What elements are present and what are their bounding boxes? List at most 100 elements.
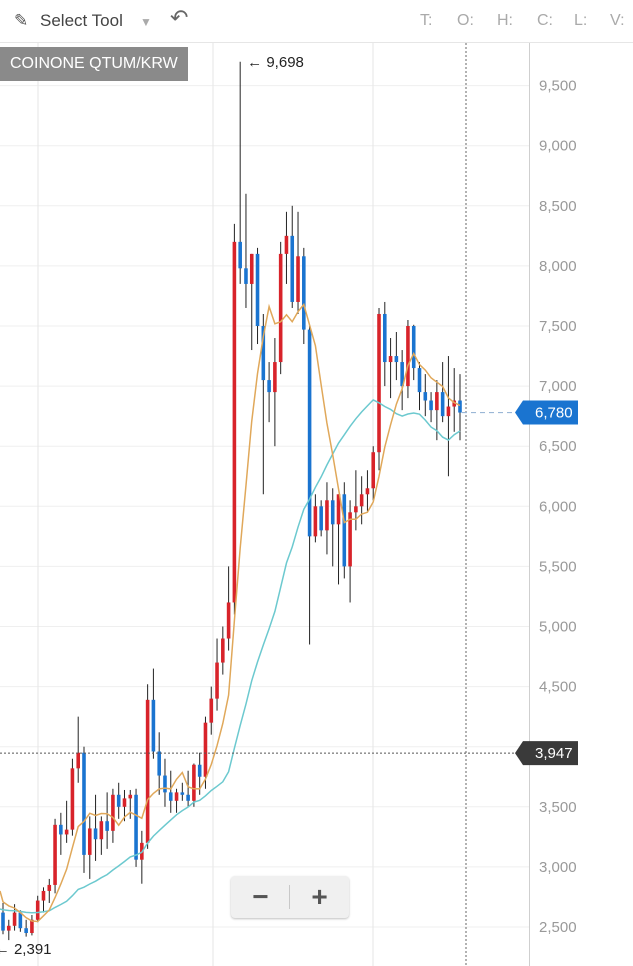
candle-body [128,794,133,799]
candle-body [122,798,127,807]
candle-body [342,494,347,567]
candle-body [249,253,254,284]
candle-down [394,332,399,381]
chevron-down-icon[interactable]: ▼ [140,15,152,29]
candle-body [157,751,161,776]
y-tick-label: 7,000 [539,378,577,395]
candle-up [53,818,57,894]
candle-down [134,788,138,867]
ohlc-close-label: C: [537,12,553,29]
candle-down [105,792,109,849]
last-price-badge [515,400,578,425]
candle-down [244,193,248,308]
toolbar: ✎ Select Tool ▼ ↶ T: O: H: C: L: V: [0,0,633,43]
y-tick-label: 9,000 [539,138,577,155]
candle-up [278,241,283,375]
candle-down [24,919,28,937]
pencil-icon[interactable]: ✎ [14,11,29,30]
ohlc-open-label: O: [457,12,474,29]
candle-body [226,602,231,639]
candle-body [47,884,52,891]
candle-body [111,794,115,831]
candle-up [192,763,196,807]
candle-down [157,732,161,795]
candle-down [151,668,156,759]
candle-up [35,895,40,923]
candle-down [267,362,271,423]
y-tick-label: 3,500 [539,799,577,816]
candle-down [82,746,86,873]
candle-up [371,446,376,501]
candle-body [12,912,17,926]
candle-body [30,919,34,934]
candle-up [336,494,341,585]
candle-up [226,566,231,651]
ohlc-time-label: T: [420,12,433,29]
candle-up [221,626,225,675]
candle-down [238,61,242,284]
candle-down [163,758,167,807]
candle-up [174,788,179,813]
candle-body [215,662,219,699]
candle-down [423,374,428,417]
candle-down [302,247,306,345]
candle-body [116,794,121,807]
candle-body [423,392,428,401]
candle-body [325,500,329,531]
ma-long-line [0,398,461,914]
candle-body [151,699,156,752]
candle-body [1,912,5,931]
high-annotation: ← 9,698 [247,54,304,71]
select-tool-button[interactable]: Select Tool [40,11,123,30]
candle-up [296,211,300,314]
candle-up [232,223,237,615]
candle-down [180,782,185,801]
y-tick-label: 8,500 [539,198,577,215]
candle-body [232,241,237,603]
crosshair-price-label: 3,947 [535,745,573,762]
candle-up [128,789,133,819]
y-tick-label: 9,500 [539,78,577,95]
undo-icon[interactable]: ↶ [170,5,189,30]
candle-body [388,356,393,363]
candle-down [255,247,260,345]
candle-body [35,900,40,920]
candle-body [6,925,11,931]
candle-body [429,400,433,411]
candle-up [6,919,11,941]
candle-down [417,362,422,411]
candle-down [1,902,5,935]
candle-down [330,488,335,567]
zoom-out-button[interactable]: − [252,881,269,912]
y-tick-label: 7,500 [539,318,577,335]
zoom-divider [289,885,290,909]
candle-body [41,890,46,901]
candle-up [209,686,214,735]
candle-body [238,241,242,269]
candle-down [186,770,190,807]
candle-body [296,256,300,302]
zoom-in-button[interactable]: + [311,881,328,912]
candle-down [342,482,347,579]
candle-down [429,392,433,423]
candle-body [18,912,23,929]
candle-up [41,887,46,913]
candle-down [168,770,173,813]
candle-up [388,338,393,399]
ohlc-low-label: L: [574,12,588,29]
candle-body [359,494,364,507]
candle-body [76,752,80,769]
candle-body [290,235,295,302]
y-tick-label: 5,000 [539,619,577,636]
candle-body [307,329,312,537]
last-price-label: 6,780 [535,405,573,422]
candle-body [354,506,358,513]
crosshair-price-badge [515,741,578,766]
y-tick-label: 3,000 [539,859,577,876]
candle-body [302,256,306,330]
candle-body [64,829,69,835]
candle-up [377,307,381,471]
candle-down [93,794,98,861]
candle-up [446,356,451,477]
